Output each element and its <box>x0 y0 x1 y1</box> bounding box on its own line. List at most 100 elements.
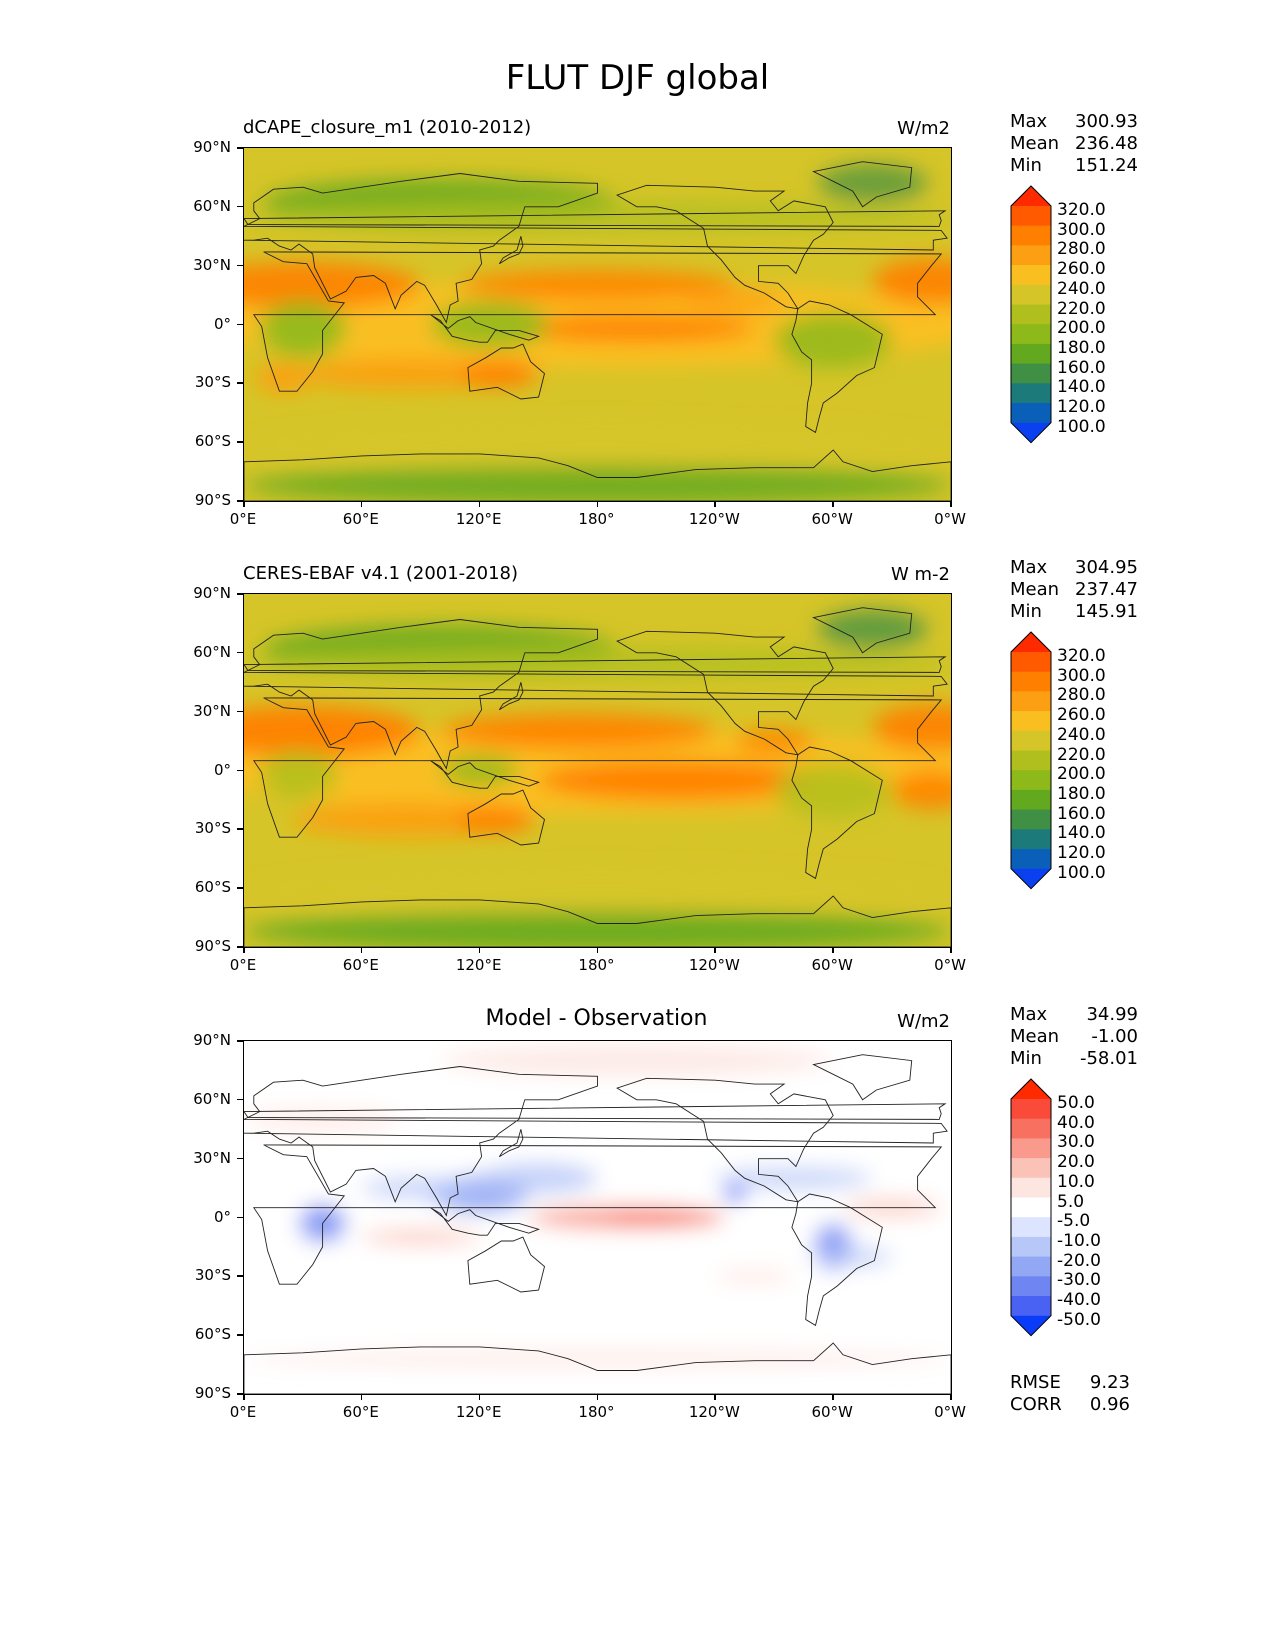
colorbar-tick-label: 120.0 <box>1057 397 1106 417</box>
field-region-16 <box>685 289 785 313</box>
colorbar-extend-min <box>1011 422 1051 443</box>
lon-tick-mark <box>478 947 481 953</box>
colorbar-outline <box>1010 1078 1052 1337</box>
stat-row: Min 145.91 <box>1010 601 1138 623</box>
colorbar-bin <box>1011 206 1051 227</box>
stat-value: 0.96 <box>1089 1394 1130 1415</box>
colorbar-bin <box>1011 849 1051 870</box>
colorbar-bin <box>1011 1138 1051 1159</box>
field-region-9 <box>774 312 893 368</box>
field-region-1 <box>244 705 421 757</box>
colorbar-tick-label: 180.0 <box>1057 783 1106 804</box>
stat-name: CORR <box>1010 1394 1062 1415</box>
lon-tick-mark <box>950 1394 952 1400</box>
lon-tick-label: 60°E <box>342 1403 379 1421</box>
lat-tick-label: 60°S <box>194 432 231 451</box>
colorbar-tick-label: 200.0 <box>1057 764 1106 785</box>
stat-name: Mean <box>1010 1026 1060 1047</box>
lat-tick-label: 30°N <box>193 1148 231 1167</box>
field-region-2 <box>872 703 951 751</box>
lon-tick-mark <box>950 947 952 953</box>
coastline-australia <box>467 1236 546 1293</box>
field-region-7 <box>259 300 347 356</box>
colorbar-tick-label: 5.0 <box>1057 1191 1085 1212</box>
stat-row: Max 34.99 <box>1010 1004 1138 1026</box>
stat-row: Min 151.24 <box>1010 155 1138 177</box>
coastline-eurasia <box>244 619 948 770</box>
lon-tick-label: 120°W <box>688 510 740 528</box>
coastline-japan <box>498 236 524 265</box>
coastline-japan <box>498 682 524 711</box>
lon-tick-label: 60°E <box>342 956 379 974</box>
lon-tick-mark <box>243 501 245 507</box>
colorbar-tick-label: 40.0 <box>1057 1112 1095 1133</box>
lon-tick-label: 120°W <box>688 1403 740 1421</box>
colorbar-bin <box>1011 363 1051 384</box>
colorbar-tick-label: 10.0 <box>1057 1171 1095 1192</box>
lon-tick-mark <box>714 947 716 953</box>
figure-title: FLUT DJF global <box>505 58 770 98</box>
stat-value: 151.24 <box>1075 155 1138 176</box>
coastline-antarctica <box>244 449 951 501</box>
lat-tick-label: 90°S <box>194 1384 231 1402</box>
field-region-13 <box>244 418 951 466</box>
colorbar-tick-label: 220.0 <box>1057 298 1106 319</box>
lon-tick-label: 60°E <box>342 510 379 528</box>
colorbar-tick-label: 100.0 <box>1057 862 1106 883</box>
stat-name: Min <box>1010 1048 1042 1069</box>
lat-tick-label: 90°S <box>194 491 231 509</box>
colorbar-tick-label: 160.0 <box>1057 357 1106 378</box>
colorbar-tick-label: 320.0 <box>1057 646 1106 666</box>
colorbar-bin <box>1011 829 1051 850</box>
lon-tick-mark <box>596 947 598 953</box>
field-region-9 <box>774 762 893 818</box>
lat-tick-mark <box>237 1393 243 1395</box>
field-region-14 <box>361 1176 480 1200</box>
coastline-greenland <box>812 1054 913 1101</box>
coastline-greenland <box>812 161 913 208</box>
colorbar <box>1010 185 1052 444</box>
field-region-9 <box>361 1229 480 1245</box>
lon-tick-mark <box>714 1394 716 1400</box>
field-region-14 <box>244 911 951 947</box>
stat-name: Min <box>1010 601 1042 622</box>
colorbar-tick-label: 160.0 <box>1057 803 1106 824</box>
coastline-antarctica <box>244 895 951 947</box>
coastline-north_america <box>616 630 834 756</box>
colorbar-bin <box>1011 1177 1051 1198</box>
colorbar-tick-label: 140.0 <box>1057 823 1106 844</box>
lon-tick-mark <box>832 1394 834 1400</box>
field-region-6 <box>460 359 539 388</box>
panel-units: W/m2 <box>897 118 950 139</box>
colorbar-tick-label: 300.0 <box>1057 219 1106 240</box>
map-plot <box>243 147 952 502</box>
colorbar-bin <box>1011 1256 1051 1277</box>
lon-tick-label: 120°E <box>455 510 502 528</box>
colorbar-tick-label: 140.0 <box>1057 377 1106 398</box>
lat-tick-label: 0° <box>213 760 231 779</box>
stat-value: 34.99 <box>1086 1004 1138 1025</box>
colorbar-tick-label: 50.0 <box>1057 1093 1095 1113</box>
colorbar-bin <box>1011 1217 1051 1238</box>
colorbar-bin <box>1011 304 1051 325</box>
colorbar-extend-min <box>1011 868 1051 889</box>
stat-value: -58.01 <box>1079 1048 1138 1069</box>
colorbar-tick-label: 120.0 <box>1057 843 1106 863</box>
lat-tick-label: 90°N <box>193 1031 231 1049</box>
colorbar-tick-label: 240.0 <box>1057 278 1106 299</box>
colorbar-tick-label: 20.0 <box>1057 1152 1095 1173</box>
field-region-16 <box>715 1268 794 1285</box>
lat-tick-label: 30°S <box>194 373 231 392</box>
colorbar-bin <box>1011 711 1051 732</box>
stat-row: Mean 237.47 <box>1010 579 1138 601</box>
lat-tick-mark <box>237 323 243 325</box>
colorbar-tick-label: -5.0 <box>1057 1211 1091 1232</box>
error-stats-box: RMSE 9.23 CORR 0.96 <box>1010 1372 1130 1416</box>
stat-name: Mean <box>1010 579 1060 600</box>
stat-value: 237.47 <box>1075 579 1138 600</box>
lon-tick-label: 0°E <box>229 1403 257 1421</box>
stat-row: RMSE 9.23 <box>1010 1372 1130 1394</box>
stat-value: 9.23 <box>1089 1372 1130 1393</box>
lat-tick-label: 60°S <box>194 878 231 897</box>
lon-tick-mark <box>950 501 952 507</box>
